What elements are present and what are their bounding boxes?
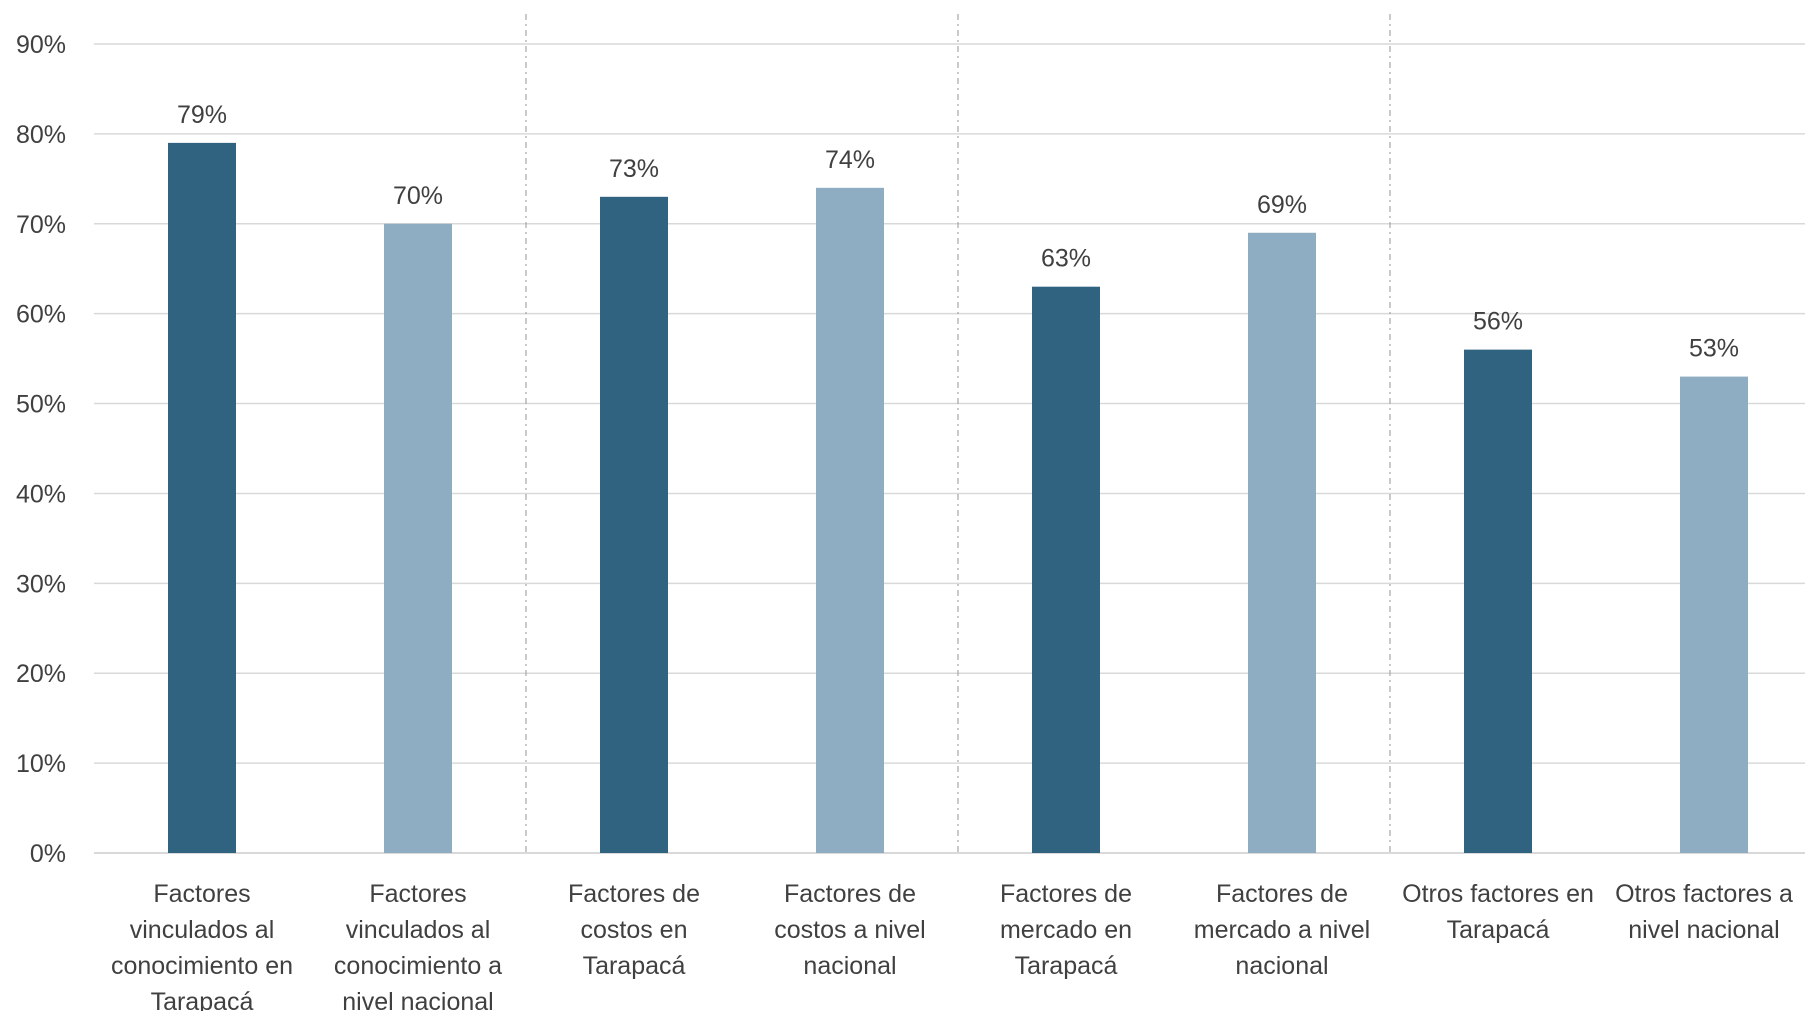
data-label: 69% — [1257, 191, 1307, 219]
y-tick-label: 50% — [16, 391, 66, 419]
category-label: mercado a nivel — [1194, 916, 1370, 944]
y-tick-label: 40% — [16, 480, 66, 508]
bar — [1032, 286, 1100, 853]
bar — [1464, 349, 1532, 853]
category-label: nacional — [803, 952, 896, 980]
category-label: Tarapacá — [151, 988, 254, 1011]
data-label: 73% — [609, 155, 659, 183]
category-label: costos a nivel — [774, 916, 925, 944]
bars — [168, 142, 1748, 854]
category-label: nacional — [1235, 952, 1328, 980]
category-label: mercado en — [1000, 916, 1132, 944]
data-label: 63% — [1041, 245, 1091, 273]
category-label: conocimiento a — [334, 952, 502, 980]
category-label: vinculados al — [130, 916, 275, 944]
data-label: 53% — [1689, 335, 1739, 363]
category-label: Otros factores a — [1615, 880, 1793, 908]
y-axis-ticks: 0% 10% 20% 30% 40% 50% 60% 70% 80% 90% — [16, 31, 66, 868]
category-label: Factores de — [784, 880, 916, 908]
category-label: conocimiento en — [111, 952, 293, 980]
category-label: vinculados al — [346, 916, 491, 944]
bar — [1248, 232, 1316, 853]
bar — [168, 142, 236, 853]
y-tick-label: 10% — [16, 750, 66, 778]
category-labels: Factores vinculados al conocimiento en Tara… — [111, 880, 1793, 1011]
gridlines — [94, 43, 1805, 854]
bar — [600, 196, 668, 854]
y-tick-label: 30% — [16, 570, 66, 598]
category-label: Factores de — [568, 880, 700, 908]
category-label: Factores de — [1000, 880, 1132, 908]
y-tick-label: 20% — [16, 660, 66, 688]
category-label: Tarapacá — [1015, 952, 1118, 980]
data-label: 70% — [393, 182, 443, 210]
data-labels: 79% 70% 73% 74% 63% 69% 56% 53% — [177, 101, 1739, 363]
y-tick-label: 90% — [16, 31, 66, 59]
category-label: Otros factores en — [1402, 880, 1594, 908]
bar — [384, 223, 452, 853]
group-separators — [525, 14, 1391, 853]
category-label: Factores de — [1216, 880, 1348, 908]
category-label: nivel nacional — [342, 988, 494, 1011]
category-label: nivel nacional — [1628, 916, 1780, 944]
data-label: 56% — [1473, 308, 1523, 336]
data-label: 79% — [177, 101, 227, 129]
category-label: costos en — [580, 916, 687, 944]
y-tick-label: 60% — [16, 301, 66, 329]
category-label: Factores — [369, 880, 466, 908]
y-tick-label: 80% — [16, 121, 66, 149]
category-label: Tarapacá — [1447, 916, 1550, 944]
bar — [1680, 376, 1748, 853]
category-label: Tarapacá — [583, 952, 686, 980]
y-tick-label: 70% — [16, 211, 66, 239]
bar — [816, 187, 884, 854]
category-label: Factores — [153, 880, 250, 908]
data-label: 74% — [825, 146, 875, 174]
y-tick-label: 0% — [30, 840, 66, 868]
